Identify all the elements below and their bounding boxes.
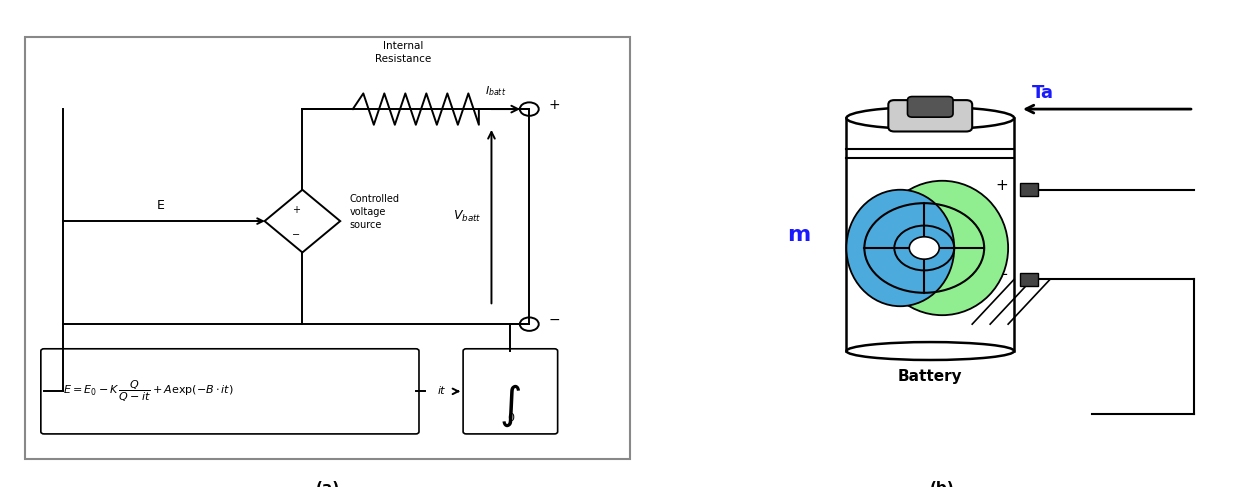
Text: 0: 0 [507,412,514,423]
Text: Controlled
voltage
source: Controlled voltage source [349,194,399,230]
Circle shape [910,237,940,259]
Text: $\int$: $\int$ [499,382,522,429]
FancyBboxPatch shape [889,100,972,131]
Text: −: − [996,267,1008,282]
Ellipse shape [846,190,955,306]
Text: +: + [548,97,560,112]
Text: m: m [786,225,810,244]
Text: Ta: Ta [1032,84,1055,102]
Bar [1020,273,1038,286]
Bar [1020,183,1038,196]
Text: −: − [548,313,560,327]
Text: (a): (a) [316,481,339,487]
Text: E: E [157,199,165,212]
Text: $E = E_0 - K\,\dfrac{Q}{Q-it} + A\exp(-B \cdot it)$: $E = E_0 - K\,\dfrac{Q}{Q-it} + A\exp(-B… [62,378,233,404]
FancyBboxPatch shape [907,96,953,117]
Text: +: + [292,205,300,215]
Bar [846,118,1015,351]
Text: −: − [292,229,301,240]
Text: +: + [996,178,1008,193]
Ellipse shape [876,181,1008,315]
Text: $I_{batt}$: $I_{batt}$ [485,84,507,98]
FancyBboxPatch shape [41,349,419,434]
Text: Internal
Resistance: Internal Resistance [376,41,432,64]
Ellipse shape [846,107,1015,129]
Text: (b): (b) [930,481,955,487]
Ellipse shape [846,342,1015,360]
Text: $V_{batt}$: $V_{batt}$ [453,209,482,224]
FancyBboxPatch shape [463,349,558,434]
Text: Battery: Battery [899,369,962,384]
Text: it: it [437,386,444,396]
